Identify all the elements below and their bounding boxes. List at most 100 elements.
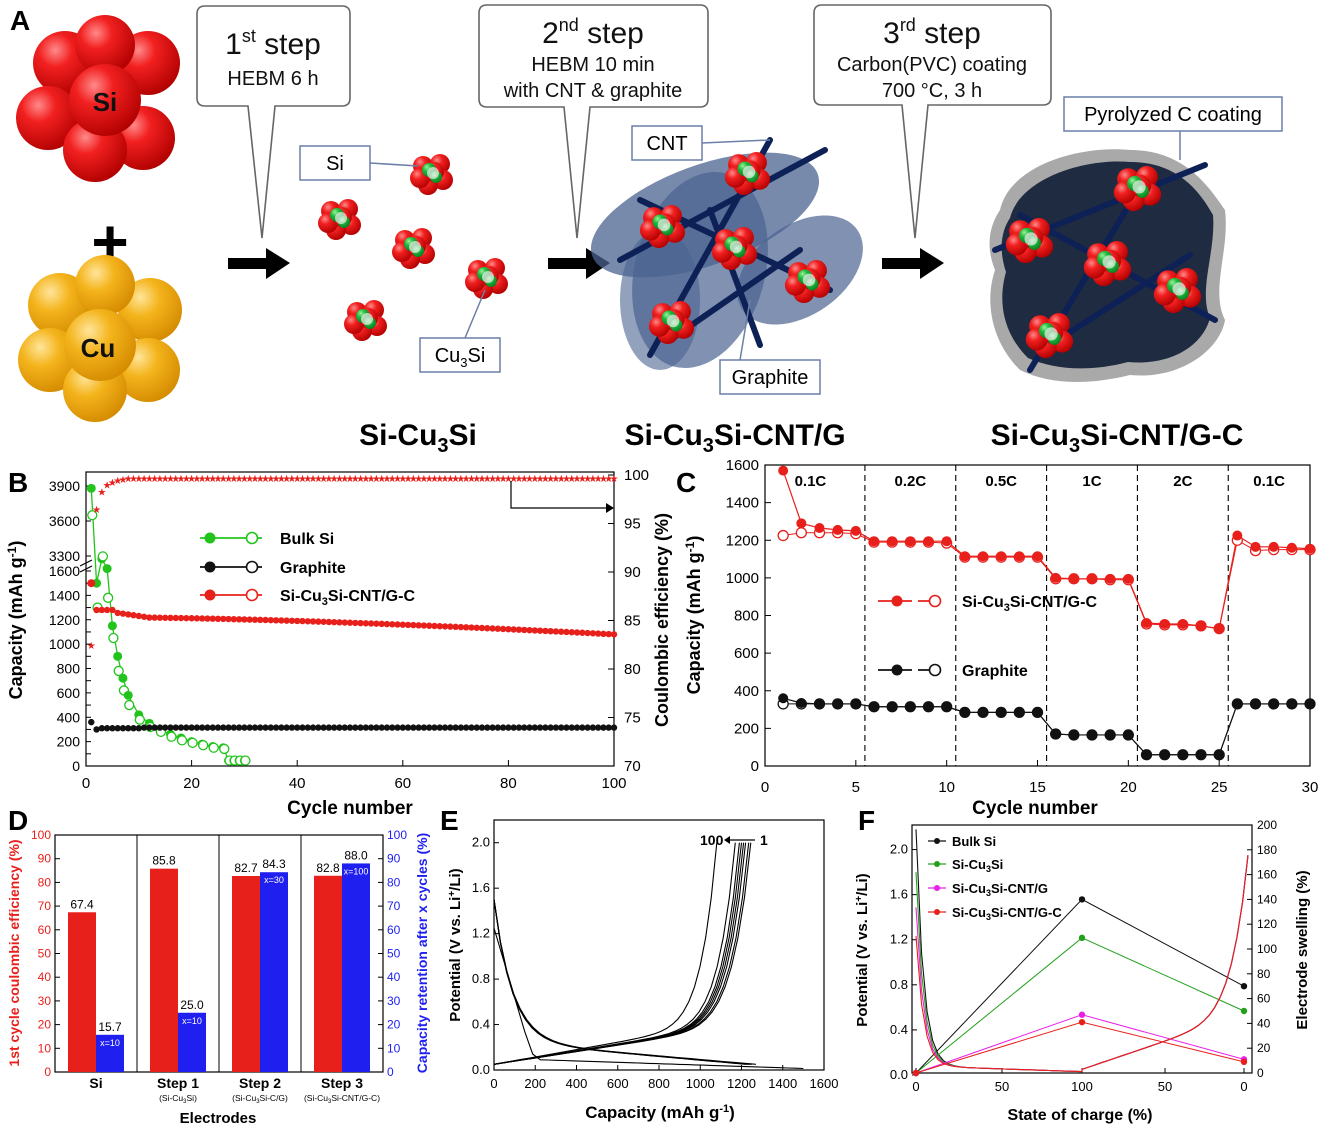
svg-text:Pyrolyzed C coating: Pyrolyzed C coating: [1084, 104, 1262, 126]
point-graphite-discharge: [996, 707, 1007, 718]
point-si-cu3si-cnt-g-c: [426, 622, 433, 629]
highlight: [802, 273, 816, 287]
point-graphite-discharge: [959, 707, 970, 718]
point-si-cu3si-cnt-g-c: [468, 624, 475, 631]
data-label-first-cycle-ce: 85.8: [152, 854, 176, 868]
y-tick-label: 1200: [726, 532, 759, 549]
point-graphite: [584, 724, 591, 731]
point-graphite: [579, 724, 586, 731]
point-bulk-si-charge: [97, 551, 108, 562]
point-graphite: [499, 724, 507, 731]
point-graphite: [594, 724, 602, 731]
point-si-cu3si-cnt-g-c: [373, 620, 380, 627]
panel-e-voltage-profile: E 0 200 400 600 800 1000 1200 1400 1600 0.0 0.4 0.8…: [440, 805, 838, 1122]
point-graphite: [246, 724, 253, 731]
y-tick-label: 1000: [49, 636, 80, 652]
point-si-cu3si-cnt-g-c: [267, 616, 274, 624]
point-bulk-si-charge: [134, 714, 145, 725]
point-si-cu3si-cnt-g-c: [568, 629, 575, 636]
point-bulk-si-charge: [208, 742, 219, 753]
charge-curve: [493, 842, 743, 1065]
point-graphite: [389, 724, 396, 731]
point-coulombic-efficiency: ★: [393, 474, 402, 485]
y-tick-label: 0.0: [890, 1067, 908, 1082]
rate-label: 1C: [1082, 473, 1101, 490]
si-cu3si-particle: [639, 205, 686, 249]
y2-tick-label: 100: [624, 467, 649, 484]
charge-curve: [493, 842, 750, 1065]
point-si-cu3si-cnt-g-c: [103, 606, 111, 614]
point-coulombic-efficiency: ★: [351, 474, 360, 485]
point-bulk-si-discharge: [86, 483, 96, 493]
point-bulk-si-discharge: [123, 690, 133, 700]
panel-letter-d: D: [8, 805, 28, 836]
y2-tick-label: 40: [1257, 1016, 1271, 1030]
point-graphite: [88, 718, 95, 726]
x-tick-label: 600: [607, 1076, 629, 1091]
point-coulombic-efficiency: ★: [409, 474, 418, 485]
point-si-cu3si-cnt-g-c: [167, 614, 174, 622]
point-graphite: [98, 725, 106, 732]
point-si-cu3si-cnt-g-c: [431, 622, 438, 630]
x-tick-label: 0: [761, 779, 769, 796]
point-coulombic-efficiency: ★: [250, 474, 259, 485]
y2-axis-label: Electrode swelling (%): [1294, 870, 1311, 1029]
si-cu3si-particle: [410, 154, 453, 195]
x-tick-label: Step 1: [157, 1075, 199, 1091]
point-coulombic-efficiency: ★: [472, 474, 481, 485]
y2-tick-label: 200: [1257, 818, 1277, 832]
point-coulombic-efficiency: ★: [103, 481, 112, 492]
point-coulombic-efficiency: ★: [303, 474, 312, 485]
point-si-cu3si-cnt-g-c: [87, 579, 96, 588]
point-bulk-si-charge: [176, 735, 188, 746]
x-tick-label: 1400: [768, 1076, 797, 1091]
point-bulk-si-charge: [240, 755, 251, 766]
x-tick-label: 25: [1211, 779, 1228, 796]
callout-si: Si: [299, 145, 419, 181]
point-bulk-si-charge: [124, 699, 135, 711]
point-si-cu3si-cnt-g-c-discharge: [1196, 620, 1206, 631]
point-graphite: [135, 725, 142, 732]
point-si-cu3si-cnt-g-c: [346, 619, 354, 626]
point-graphite-discharge: [850, 698, 861, 709]
point-graphite: [146, 724, 153, 731]
point-si-cu3si-cnt-g-c: [93, 606, 100, 614]
point-graphite: [330, 724, 338, 731]
point-si-cu3si-cnt-g-c: [125, 611, 132, 618]
x-tick-label: 0: [912, 1079, 919, 1094]
point-coulombic-efficiency: ★: [161, 474, 170, 485]
point-swelling: [912, 1069, 920, 1077]
y-tick-label: 800: [57, 661, 81, 677]
point-si-cu3si-cnt-g-c: [594, 630, 602, 637]
point-coulombic-efficiency: ★: [124, 474, 133, 485]
y-tick-label: 400: [734, 683, 759, 700]
y2-tick-label: 0: [1257, 1066, 1264, 1080]
point-si-cu3si-cnt-g-c: [589, 630, 597, 637]
x-axis-label: Electrodes: [180, 1110, 257, 1127]
point-swelling: [1078, 896, 1086, 903]
x-tick-sublabel: (Si-Cu3Si): [159, 1093, 197, 1105]
point-graphite-discharge: [1087, 729, 1097, 740]
point-si-cu3si-cnt-g-c: [579, 629, 586, 636]
point-graphite: [162, 724, 169, 731]
y-tick-label: 1.2: [472, 926, 490, 941]
point-graphite: [278, 724, 285, 731]
point-coulombic-efficiency: ★: [499, 474, 508, 485]
point-coulombic-efficiency: ★: [456, 474, 465, 485]
point-graphite: [140, 724, 148, 731]
point-si-cu3si-cnt-g-c: [521, 626, 528, 634]
point-si-cu3si-cnt-g-c: [162, 614, 169, 621]
point-graphite: [431, 724, 438, 731]
point-graphite: [309, 724, 317, 731]
y-tick-label: 600: [734, 645, 759, 662]
point-coulombic-efficiency: ★: [414, 474, 423, 485]
y-tick-label: 800: [734, 608, 759, 625]
y2-tick-label: 0: [387, 1065, 394, 1079]
point-si-cu3si-cnt-g-c: [177, 614, 185, 622]
point-graphite: [404, 724, 412, 731]
point-si-cu3si-cnt-g-c-discharge: [1232, 530, 1243, 541]
point-coulombic-efficiency: ★: [520, 474, 529, 485]
point-si-cu3si-cnt-g-c-discharge: [832, 524, 843, 535]
data-label-capacity-retention: 88.0: [344, 848, 368, 862]
point-coulombic-efficiency: ★: [573, 474, 582, 485]
